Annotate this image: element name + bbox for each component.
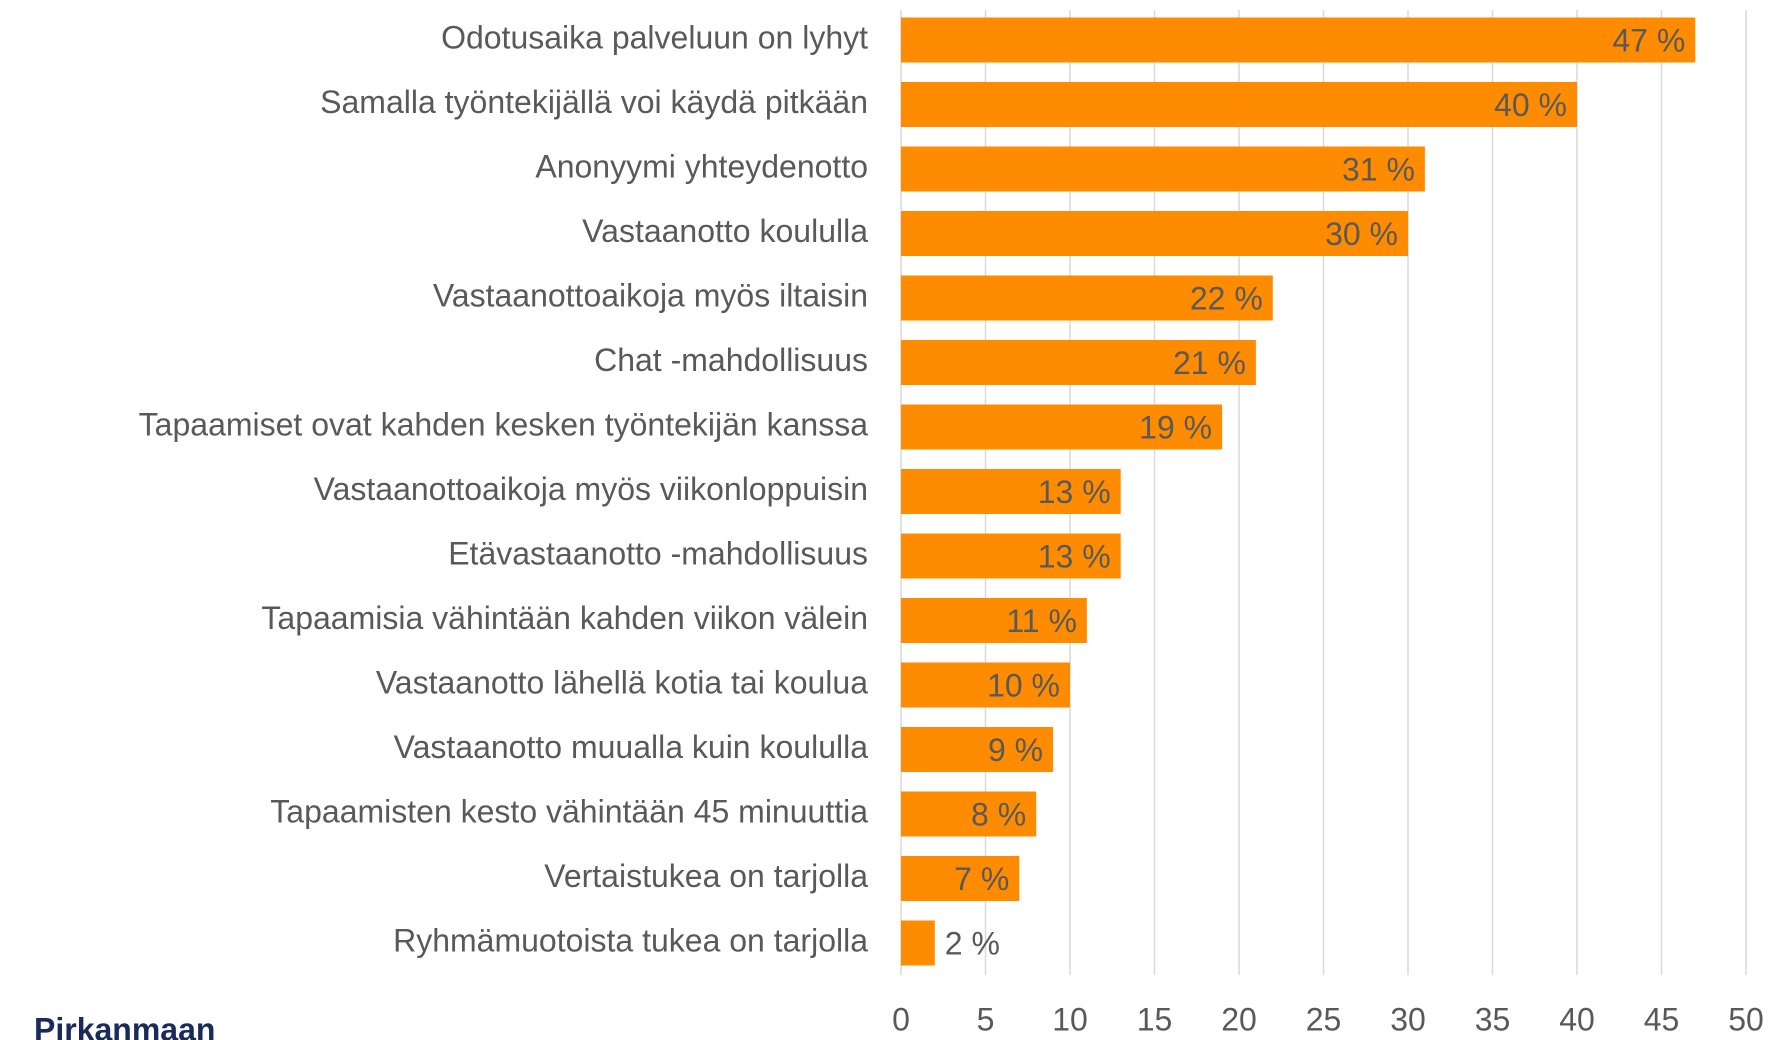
bar xyxy=(901,469,1121,514)
data-label: 30 % xyxy=(1325,216,1398,252)
data-label: 10 % xyxy=(987,667,1060,703)
y-tick-label: Vastaanottoaikoja myös iltaisin xyxy=(433,277,868,313)
y-tick-label: Tapaamisia vähintään kahden viikon välei… xyxy=(261,600,868,636)
x-tick-label: 5 xyxy=(977,1001,995,1037)
x-tick-label: 0 xyxy=(892,1001,910,1037)
data-label: 8 % xyxy=(971,796,1026,832)
bar xyxy=(901,791,1037,837)
data-label: 19 % xyxy=(1139,409,1212,445)
bar xyxy=(901,82,1577,127)
data-label: 9 % xyxy=(988,732,1043,768)
y-tick-label: Tapaamisten kesto vähintään 45 minuuttia xyxy=(270,793,868,829)
bar xyxy=(901,856,1020,901)
data-label: 11 % xyxy=(1006,603,1077,639)
data-label: 13 % xyxy=(1038,538,1111,574)
data-label: 40 % xyxy=(1494,87,1567,123)
data-label: 13 % xyxy=(1038,474,1111,510)
data-label: 47 % xyxy=(1612,22,1685,58)
x-tick-label: 50 xyxy=(1728,1001,1764,1037)
y-tick-label: Anonyymi yhteydenotto xyxy=(535,148,868,184)
bar xyxy=(901,920,935,966)
y-tick-label: Vertaistukea on tarjolla xyxy=(544,858,868,894)
x-tick-label: 10 xyxy=(1052,1001,1088,1037)
y-tick-label: Odotusaika palveluun on lyhyt xyxy=(441,19,868,55)
y-tick-label: Etävastaanotto -mahdollisuus xyxy=(448,535,868,571)
y-tick-label: Vastaanotto lähellä kotia tai koulua xyxy=(376,664,868,700)
x-tick-label: 20 xyxy=(1221,1001,1257,1037)
bar xyxy=(901,275,1273,321)
x-tick-label: 35 xyxy=(1475,1001,1511,1037)
x-tick-label: 30 xyxy=(1390,1001,1426,1037)
bar xyxy=(901,146,1425,192)
bar xyxy=(901,211,1408,256)
y-tick-label: Samalla työntekijällä voi käydä pitkään xyxy=(320,84,868,120)
logo-text: Pirkanmaan xyxy=(34,1011,215,1040)
y-tick-label: Vastaanottoaikoja myös viikonloppuisin xyxy=(314,471,868,507)
data-label: 31 % xyxy=(1342,151,1415,187)
bar xyxy=(901,727,1054,772)
x-tick-label: 25 xyxy=(1306,1001,1342,1037)
data-label: 22 % xyxy=(1190,280,1263,316)
data-label: 7 % xyxy=(954,861,1009,897)
y-tick-label: Chat -mahdollisuus xyxy=(594,342,868,378)
bar xyxy=(901,533,1121,579)
bar xyxy=(901,598,1087,643)
y-tick-label: Tapaamiset ovat kahden kesken työntekijä… xyxy=(139,406,869,442)
data-label: 2 % xyxy=(945,925,1000,961)
data-label: 21 % xyxy=(1173,345,1246,381)
bar xyxy=(901,662,1070,708)
x-tick-label: 40 xyxy=(1559,1001,1595,1037)
bar xyxy=(901,17,1696,63)
x-tick-label: 45 xyxy=(1644,1001,1680,1037)
y-tick-label: Vastaanotto muualla kuin koululla xyxy=(394,729,869,765)
x-tick-label: 15 xyxy=(1137,1001,1173,1037)
y-tick-label: Vastaanotto koululla xyxy=(582,213,868,249)
bar xyxy=(901,404,1223,450)
bar xyxy=(901,340,1256,385)
y-tick-label: Ryhmämuotoista tukea on tarjolla xyxy=(393,922,868,958)
